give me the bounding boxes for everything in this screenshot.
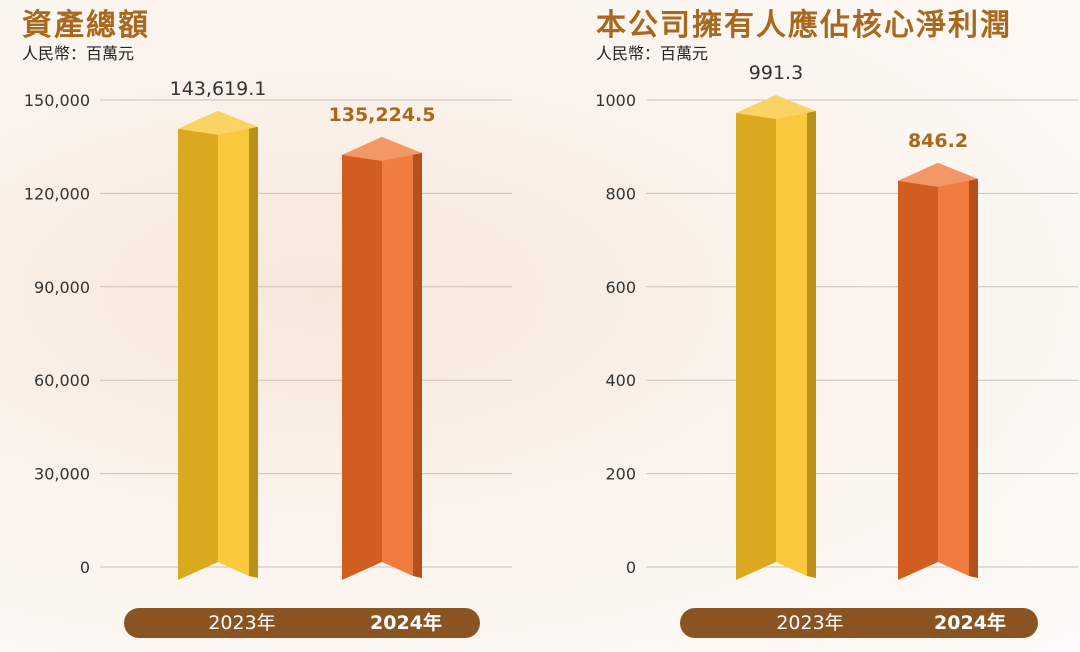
value-label: 846.2 [908, 130, 968, 152]
unit-label: 人民幣：百萬元 [596, 44, 709, 63]
bar-edge [807, 109, 816, 578]
total-assets-chart: 0 30,000 60,000 90,000 120,000 150,000 143,619… [24, 78, 512, 581]
bar-left-face [178, 110, 218, 580]
bar-top-cap [898, 162, 978, 187]
bar-2024 [342, 137, 422, 581]
core-net-profit-chart: 0 200 400 600 800 1000 991.3 846.2 [595, 62, 1078, 581]
bar-edge [413, 151, 422, 579]
core-net-profit-panel: 本公司擁有人應佔核心淨利潤 人民幣：百萬元 0 200 400 600 800 1000 9… [580, 0, 1080, 652]
chart-title: 資產總額 [22, 8, 150, 43]
y-tick-label: 30,000 [34, 465, 90, 484]
chart-title: 本公司擁有人應佔核心淨利潤 [596, 8, 1012, 43]
y-tick-label: 1000 [595, 91, 636, 110]
x-label-2024: 2024年 [370, 612, 442, 634]
bar-right-face [938, 162, 969, 577]
total-assets-panel: 資產總額 人民幣：百萬元 0 30,000 60,000 90,000 120,000 1… [22, 8, 512, 638]
x-axis-band: 2023年 2024年 [124, 608, 480, 638]
bar-2024 [898, 162, 978, 581]
bar-edge [249, 124, 258, 578]
bar-left-face [898, 162, 938, 581]
bar-edge [969, 176, 978, 579]
y-tick-label: 150,000 [24, 91, 90, 110]
value-label: 991.3 [749, 62, 803, 84]
x-label-2023: 2023年 [208, 612, 276, 634]
bar-top-cap [178, 110, 258, 135]
x-axis-band: 2023年 2024年 [680, 608, 1038, 638]
y-tick-label: 90,000 [34, 278, 90, 297]
y-tick-label: 0 [626, 558, 636, 577]
bar-top-cap [342, 137, 422, 162]
y-tick-label: 60,000 [34, 371, 90, 390]
y-tick-label: 120,000 [24, 184, 90, 203]
value-label: 135,224.5 [329, 104, 436, 126]
bar-right-face [776, 95, 807, 576]
bar-left-face [342, 137, 382, 581]
bar-right-face [382, 137, 413, 577]
y-tick-label: 600 [605, 278, 636, 297]
bar-2023 [178, 110, 258, 580]
bar-2023 [736, 95, 816, 580]
y-tick-label: 800 [605, 184, 636, 203]
unit-label: 人民幣：百萬元 [22, 44, 135, 63]
bar-left-face [736, 95, 776, 580]
bar-right-face [218, 110, 249, 576]
value-label: 143,619.1 [170, 78, 267, 100]
x-label-2023: 2023年 [776, 612, 844, 634]
bar-top-cap [736, 95, 816, 120]
y-tick-label: 400 [605, 371, 636, 390]
y-tick-label: 200 [605, 465, 636, 484]
y-tick-label: 0 [80, 558, 90, 577]
x-label-2024: 2024年 [934, 612, 1006, 634]
